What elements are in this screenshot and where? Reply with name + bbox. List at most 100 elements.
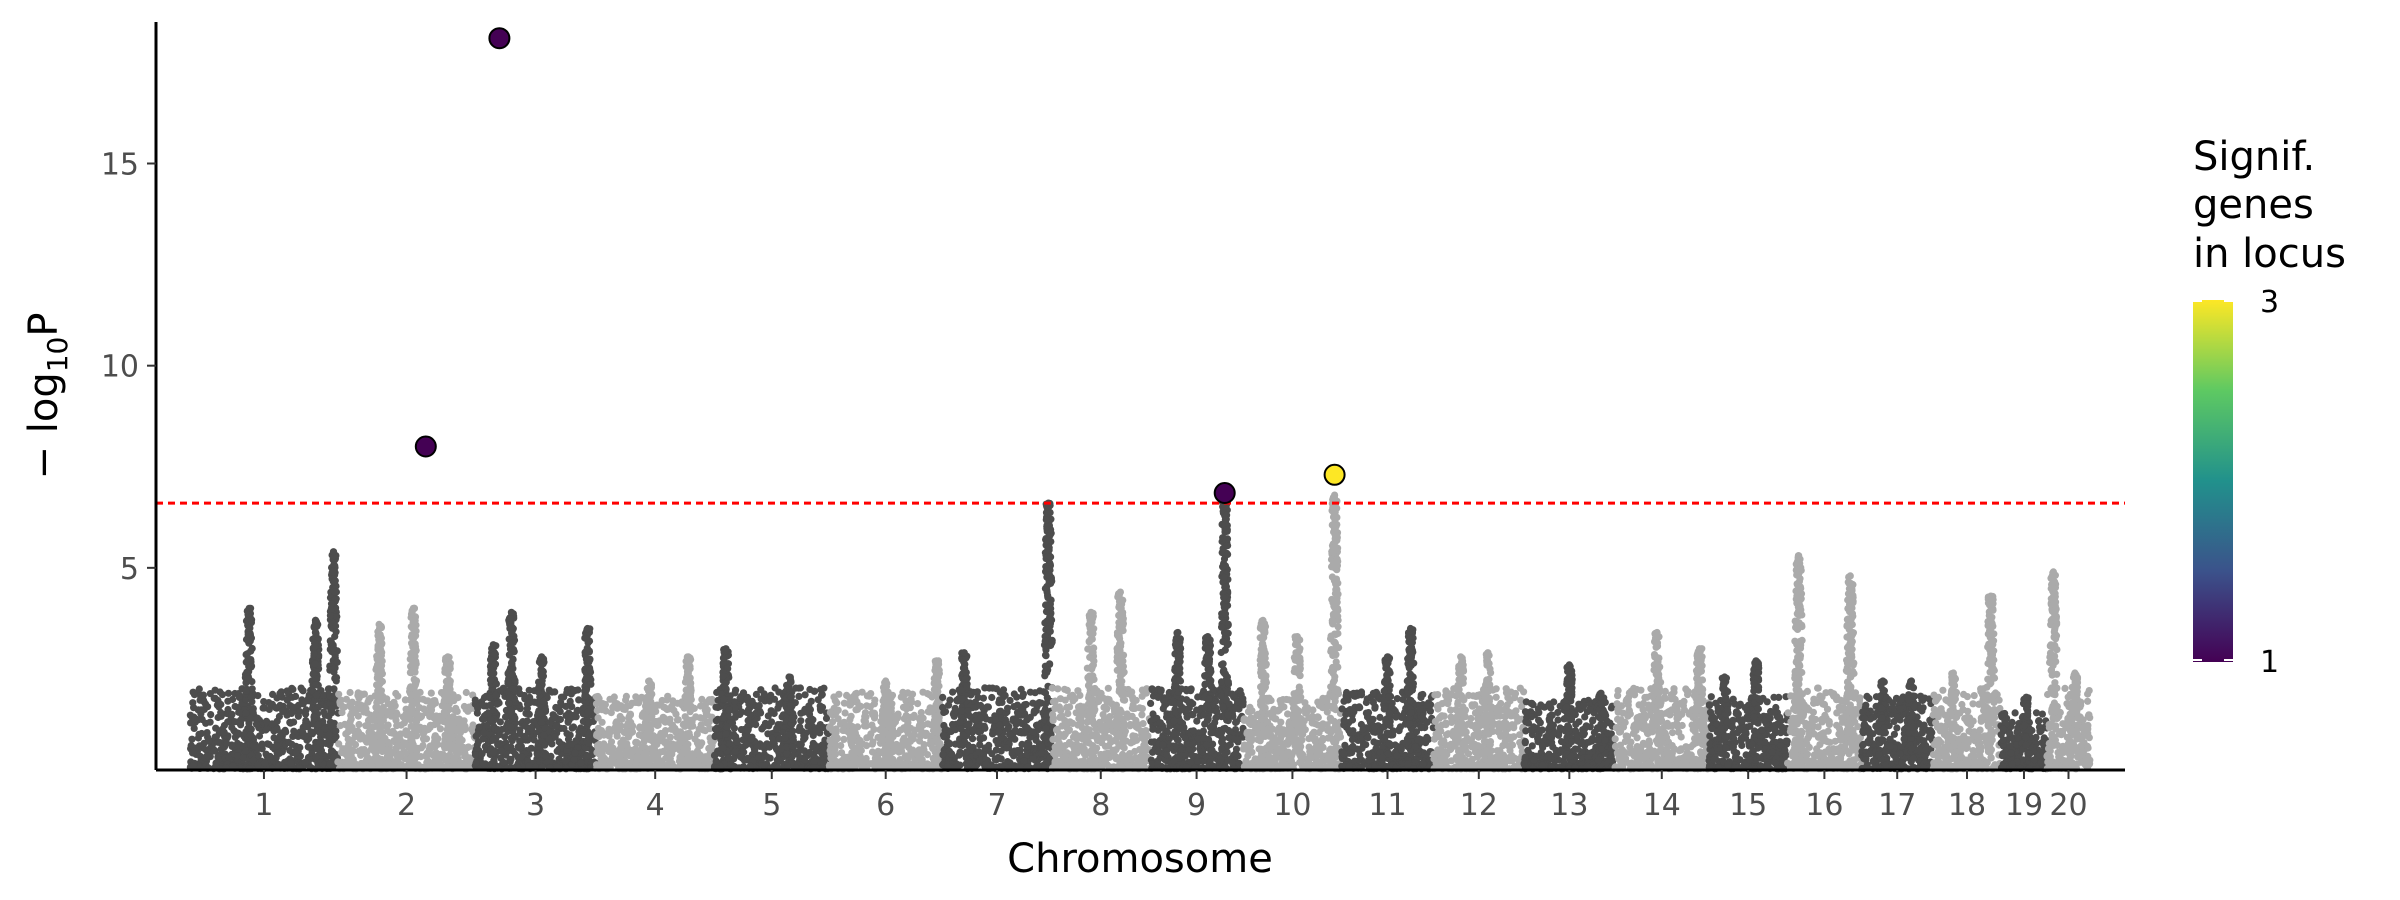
snp-point [248, 685, 256, 693]
snp-point [884, 688, 892, 696]
chromosome-7-points [939, 499, 1057, 773]
snp-point [374, 646, 382, 654]
snp-point [343, 758, 351, 766]
snp-point [644, 706, 653, 714]
snp-point [1006, 696, 1014, 705]
snp-point [963, 748, 971, 756]
snp-point [624, 728, 632, 736]
snp-peak-point [245, 604, 253, 612]
snp-point [248, 644, 256, 653]
snp-point [292, 749, 300, 757]
snp-point [197, 706, 205, 714]
snp-point [487, 716, 495, 724]
snp-point [800, 735, 808, 744]
snp-point [939, 693, 947, 702]
snp-point [579, 728, 587, 736]
snp-point [419, 742, 427, 750]
snp-point [355, 729, 363, 737]
snp-point [870, 700, 879, 708]
snp-point [907, 724, 915, 732]
snp-point [241, 747, 250, 756]
snp-point [195, 685, 203, 693]
snp-point [507, 659, 516, 667]
snp-point [526, 693, 534, 702]
snp-point [687, 684, 695, 692]
snp-point [305, 743, 313, 751]
snp-point [994, 740, 1002, 748]
snp-point [932, 712, 940, 721]
snp-point [383, 726, 392, 735]
snp-point [807, 697, 815, 705]
snp-point [831, 750, 840, 758]
chromosome-3-points [471, 608, 600, 773]
snp-point [509, 639, 517, 647]
snp-point [996, 696, 1004, 704]
snp-point [407, 691, 416, 699]
snp-point [810, 687, 818, 695]
snp-point [552, 722, 560, 731]
snp-point [444, 692, 452, 701]
snp-point [344, 743, 353, 751]
snp-point [249, 756, 257, 765]
snp-point [316, 739, 324, 747]
snp-point [1020, 729, 1029, 737]
snp-point [977, 701, 985, 710]
snp-point [525, 686, 533, 694]
snp-point [720, 695, 728, 703]
snp-point [773, 725, 781, 733]
snp-point [583, 752, 591, 760]
snp-point [533, 750, 542, 759]
snp-point [537, 671, 545, 680]
snp-point [229, 762, 237, 770]
snp-point [244, 724, 252, 733]
snp-point [190, 724, 198, 733]
snp-point [472, 759, 480, 767]
snp-point [327, 600, 336, 608]
snp-point [814, 696, 822, 704]
snp-point [444, 723, 452, 731]
snp-point [572, 713, 580, 721]
snp-point [540, 731, 548, 740]
snp-point [362, 734, 370, 742]
snp-point [719, 714, 727, 722]
snp-point [335, 740, 343, 748]
snp-point [203, 729, 211, 737]
snp-point [606, 695, 614, 703]
snp-point [212, 724, 220, 732]
snp-point [663, 696, 671, 704]
snp-point [687, 696, 695, 704]
snp-point [721, 683, 729, 692]
snp-point [244, 675, 252, 683]
snp-point [311, 681, 320, 689]
snp-point [933, 699, 941, 707]
snp-point [311, 642, 319, 651]
snp-point [994, 753, 1002, 762]
snp-point [410, 616, 418, 625]
snp-point [338, 708, 346, 717]
snp-point [737, 726, 746, 734]
snp-point [626, 710, 635, 718]
snp-point [766, 754, 774, 762]
snp-point [351, 708, 359, 717]
snp-point [797, 717, 805, 725]
snp-point [623, 702, 631, 710]
snp-point [255, 732, 264, 740]
snp-point [965, 760, 974, 768]
snp-point [537, 718, 546, 727]
snp-point [1017, 685, 1025, 693]
snp-point [279, 707, 287, 716]
snp-point [202, 700, 210, 708]
snp-point [336, 700, 344, 708]
snp-point [342, 749, 350, 757]
snp-point [840, 755, 848, 763]
snp-point [431, 737, 439, 745]
snp-point [862, 713, 870, 721]
snp-point [573, 707, 581, 715]
snp-point [645, 730, 653, 738]
snp-point [1046, 627, 1054, 636]
snp-point [214, 738, 222, 746]
snp-point [857, 746, 865, 755]
snp-point [939, 731, 948, 739]
snp-point [1014, 747, 1022, 755]
snp-point [392, 689, 400, 698]
